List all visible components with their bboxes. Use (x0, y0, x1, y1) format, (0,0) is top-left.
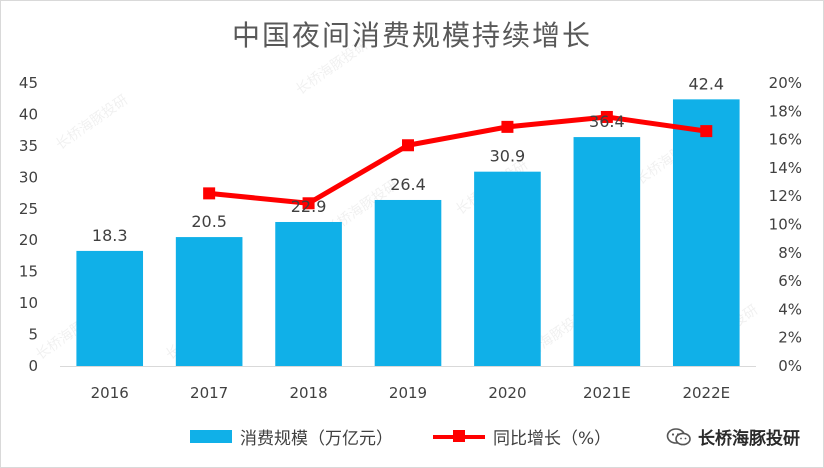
bar-2019 (374, 199, 442, 366)
y-right-tick: 0% (778, 357, 802, 375)
y-left-tick: 40 (19, 105, 38, 123)
y-right-tick: 8% (778, 244, 802, 262)
data-labels: 18.3 20.5 22.9 26.4 30.9 36.4 42.4 (92, 74, 724, 245)
bar-2022E (672, 99, 740, 367)
y-right-tick: 20% (769, 74, 802, 92)
legend-line-label: 同比增长（%） (493, 428, 612, 449)
y-left-tick: 25 (19, 200, 38, 218)
legend-bar-label: 消费规模（万亿元） (240, 428, 393, 449)
data-label-2016: 18.3 (92, 226, 128, 245)
bar-2017 (175, 237, 243, 366)
y-right-tick: 12% (769, 187, 802, 205)
y-axis-left: 0 5 10 15 20 25 30 35 40 45 (19, 74, 38, 375)
growth-point-2022E (700, 125, 713, 138)
y-right-tick: 2% (778, 329, 802, 347)
growth-point-2021E (600, 110, 613, 123)
growth-line (208, 114, 707, 206)
x-tick-2018: 2018 (289, 384, 327, 402)
y-left-tick: 15 (19, 263, 38, 281)
data-label-2020: 30.9 (490, 147, 526, 166)
y-left-tick: 45 (19, 74, 38, 92)
brand-mark: 长桥海豚投研 (666, 424, 800, 449)
chart-title: 中国夜间消费规模持续增长 (231, 19, 592, 52)
y-left-tick: 10 (19, 294, 38, 312)
x-tick-2017: 2017 (190, 384, 228, 402)
growth-point-2020 (501, 120, 514, 133)
legend-bar-swatch (190, 429, 232, 443)
y-right-tick: 18% (769, 102, 802, 120)
y-left-tick: 5 (28, 326, 38, 344)
x-tick-2020: 2020 (488, 384, 526, 402)
x-tick-2019: 2019 (389, 384, 427, 402)
legend-line-swatch (433, 429, 485, 443)
growth-point-2017 (203, 187, 216, 200)
bar-series (76, 99, 740, 367)
legend: 消费规模（万亿元） 同比增长（%） (190, 424, 651, 449)
growth-point-2019 (402, 139, 414, 152)
line-series (203, 110, 713, 210)
data-label-2018: 22.9 (291, 197, 327, 216)
bar-2020 (474, 171, 541, 366)
y-left-tick: 20 (19, 231, 38, 249)
y-right-tick: 16% (769, 131, 802, 149)
legend-item-line: 同比增长（%） (433, 424, 611, 449)
growth-point-2018 (302, 197, 315, 210)
y-left-tick: 30 (19, 168, 38, 186)
y-left-tick: 0 (28, 357, 38, 375)
legend-item-bar: 消费规模（万亿元） (190, 424, 393, 449)
x-axis: 2016 2017 2018 2019 2020 2021E 2022E (60, 366, 756, 402)
data-label-2017: 20.5 (191, 212, 227, 231)
y-left-tick: 35 (19, 137, 38, 155)
data-label-2021E: 36.4 (589, 112, 625, 131)
y-right-tick: 10% (769, 216, 802, 234)
data-label-2022E: 42.4 (688, 74, 724, 93)
bar-2018 (275, 221, 342, 366)
bar-2016 (76, 250, 144, 366)
data-label-2019: 26.4 (390, 175, 426, 194)
wechat-icon (666, 427, 691, 445)
bar-2021E (573, 137, 641, 366)
watermark: 长桥海豚投研 (293, 37, 371, 98)
y-right-tick: 14% (769, 159, 802, 177)
y-axis-right: 0% 2% 4% 6% 8% 10% 12% 14% 16% 18% 20% (769, 74, 802, 375)
x-tick-2016: 2016 (91, 384, 129, 402)
y-right-tick: 4% (778, 300, 802, 318)
x-tick-2022E: 2022E (682, 384, 730, 402)
x-tick-2021E: 2021E (583, 384, 631, 402)
watermark: 长桥海豚投研 (53, 92, 131, 153)
brand-label: 长桥海豚投研 (698, 429, 800, 449)
y-right-tick: 6% (778, 272, 802, 290)
